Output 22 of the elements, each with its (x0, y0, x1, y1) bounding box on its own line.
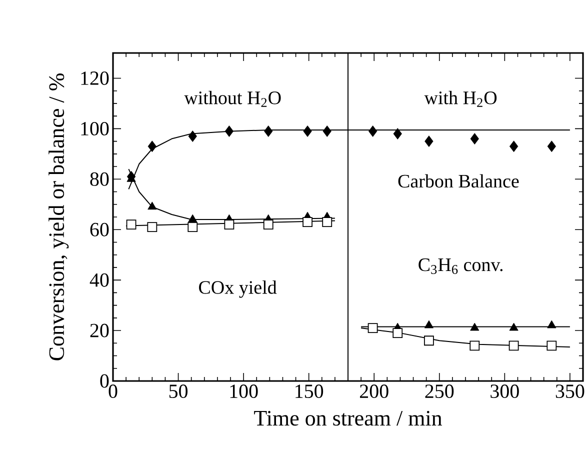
annotation: with H$_{2}$O (424, 90, 497, 107)
x-tick-label: 150 (296, 384, 324, 398)
x-tick-label: 250 (425, 384, 454, 398)
annotation: Carbon Balance (398, 174, 519, 188)
x-tick-label: 200 (360, 384, 388, 398)
x-tick-label: 0 (108, 384, 118, 398)
y-tick-label: 80 (90, 172, 109, 186)
y-tick-label: 60 (90, 222, 109, 236)
y-tick-label: 120 (81, 71, 109, 85)
annotation: without H$_{2}$O (184, 90, 281, 107)
x-tick-label: 350 (556, 384, 584, 398)
x-tick-label: 50 (169, 384, 188, 398)
y-axis-title: Conversion, yield or balance / % (48, 74, 69, 360)
x-tick-label: 100 (230, 384, 258, 398)
x-tick-label: 300 (490, 384, 519, 398)
annotation: C$_{3}$H$_{6}$ conv. (418, 258, 503, 274)
y-tick-label: 40 (90, 273, 109, 287)
y-tick-label: 100 (81, 122, 109, 136)
annotation: COx yield (199, 280, 277, 298)
y-tick-label: 20 (90, 324, 109, 338)
x-axis-title: Time on stream / min (254, 410, 442, 426)
y-tick-label: 0 (100, 374, 109, 388)
